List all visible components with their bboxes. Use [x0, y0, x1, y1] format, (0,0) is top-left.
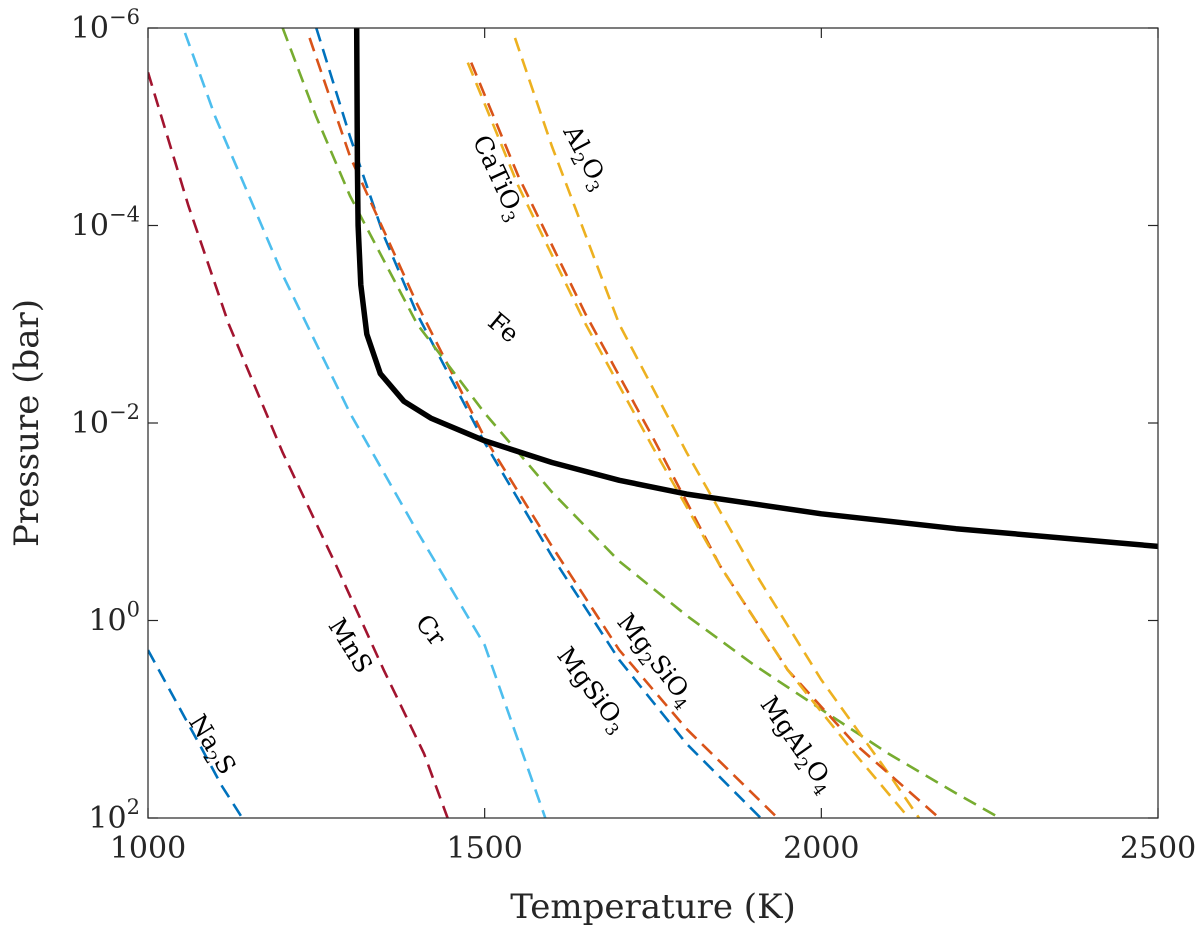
y-tick-label: 10−4	[71, 203, 140, 244]
curve-label-al2o3: Al2O3	[553, 120, 616, 197]
condensation-curve-cr	[183, 32, 547, 818]
x-axis-label: Temperature (K)	[510, 887, 795, 927]
y-tick-label: 10−6	[71, 5, 140, 46]
curve-label-mgal2o4: MgAl2O4	[751, 691, 842, 800]
curve-label-fe: Fe	[482, 307, 524, 349]
x-tick-label: 1000	[110, 831, 186, 866]
x-tick-label: 1500	[446, 831, 522, 866]
curve-label-cr: Cr	[410, 609, 452, 651]
y-tick-label: 10−2	[71, 400, 140, 441]
y-tick-label: 100	[88, 598, 140, 639]
pt-profile-line	[353, 28, 1158, 550]
y-axis-label: Pressure (bar)	[7, 299, 47, 547]
condensation-curve-al2o3	[466, 62, 910, 818]
curve-label-mgsio3: MgSiO3	[547, 642, 633, 741]
condensation-curve-na2s	[148, 649, 244, 818]
x-tick-label: 2500	[1120, 831, 1196, 866]
condensation-curve-mg2sio4	[308, 37, 779, 818]
condensation-curve-fe	[281, 28, 1001, 818]
condensation-curve-mgsio3	[315, 28, 762, 818]
curve-label-na2s: Na2S	[179, 709, 242, 782]
y-tick-label: 102	[88, 795, 140, 836]
curve-label-mns: MnS	[323, 613, 379, 678]
condensation-curve-mns	[148, 72, 449, 818]
plot-frame	[147, 27, 1159, 819]
curve-label-catio3: CaTiO3	[462, 131, 531, 227]
x-tick-label: 2000	[783, 831, 859, 866]
condensation-curve-catio3	[469, 62, 941, 818]
condensation-curve-mgal2o4	[513, 37, 921, 818]
